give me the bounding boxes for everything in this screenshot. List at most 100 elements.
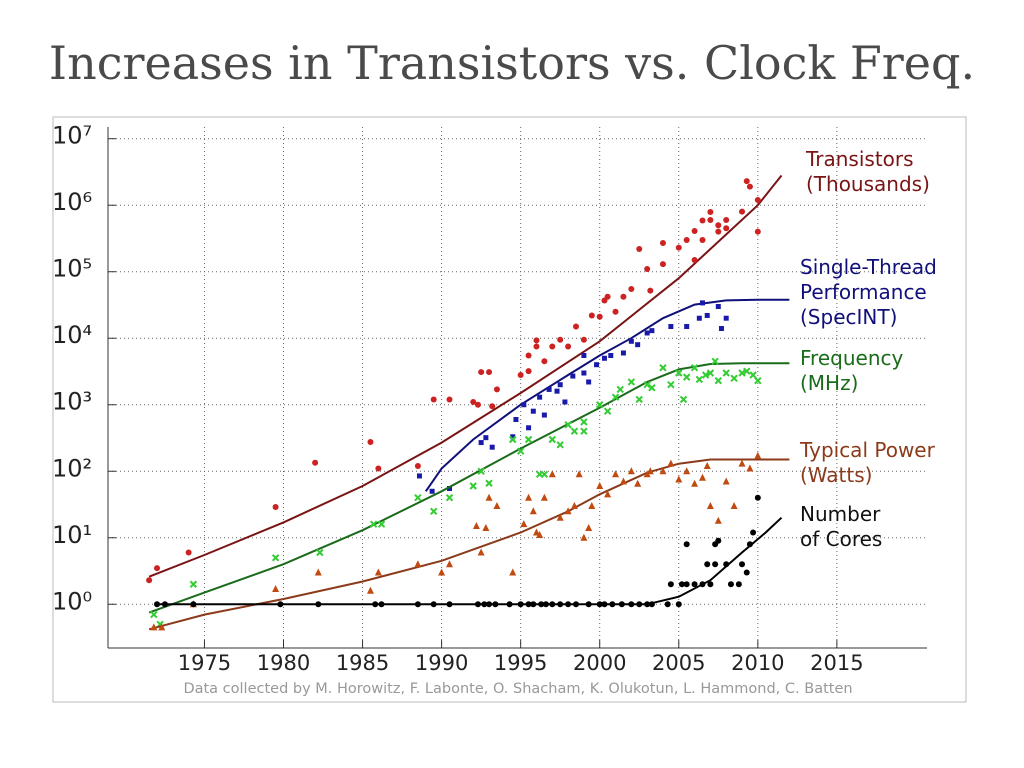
data-point bbox=[472, 522, 480, 530]
data-point bbox=[620, 350, 626, 356]
data-point bbox=[714, 376, 723, 385]
data-point bbox=[481, 601, 488, 608]
data-point bbox=[154, 565, 161, 572]
data-point bbox=[540, 470, 549, 479]
x-tick-label: 1995 bbox=[494, 651, 547, 675]
data-point bbox=[564, 421, 572, 429]
data-point bbox=[743, 178, 750, 185]
data-point bbox=[586, 379, 592, 385]
data-point bbox=[715, 228, 722, 235]
data-point bbox=[524, 435, 533, 444]
data-point bbox=[754, 228, 761, 235]
data-point bbox=[314, 568, 322, 576]
data-point bbox=[696, 315, 702, 321]
footnote: Data collected by M. Horowitz, F. Labont… bbox=[183, 681, 852, 697]
data-point bbox=[647, 287, 654, 294]
data-point bbox=[271, 554, 280, 562]
data-point bbox=[704, 561, 711, 568]
data-point bbox=[682, 373, 691, 381]
data-point bbox=[707, 581, 714, 588]
data-point bbox=[604, 490, 612, 498]
data-point bbox=[668, 324, 674, 330]
data-point bbox=[530, 408, 536, 414]
data-point bbox=[699, 300, 705, 306]
data-point bbox=[695, 375, 704, 384]
data-point bbox=[730, 502, 738, 510]
data-point bbox=[679, 395, 688, 404]
data-point bbox=[635, 395, 643, 404]
data-point bbox=[754, 494, 761, 501]
data-point bbox=[540, 493, 548, 501]
data-point bbox=[675, 369, 683, 377]
data-point bbox=[520, 520, 528, 528]
data-point bbox=[414, 462, 421, 469]
data-point bbox=[730, 374, 738, 382]
data-point bbox=[723, 315, 729, 321]
data-point bbox=[185, 549, 192, 556]
data-point bbox=[272, 584, 280, 592]
data-point bbox=[581, 370, 587, 376]
data-point bbox=[573, 323, 579, 330]
data-point bbox=[516, 447, 525, 455]
data-point bbox=[667, 459, 675, 467]
data-point bbox=[529, 507, 537, 515]
data-point bbox=[570, 373, 576, 379]
data-point bbox=[754, 451, 762, 459]
data-point bbox=[712, 561, 719, 568]
data-point bbox=[667, 381, 675, 389]
data-point bbox=[723, 216, 730, 223]
trend-line bbox=[157, 516, 783, 606]
data-point bbox=[609, 601, 616, 608]
data-point bbox=[627, 467, 635, 475]
series-label: Transistors (Thousands) bbox=[806, 147, 930, 196]
series-label: Single-Thread Performance (SpecINT) bbox=[800, 255, 937, 329]
data-point bbox=[727, 581, 734, 588]
data-point bbox=[485, 493, 493, 501]
data-point bbox=[675, 601, 682, 608]
data-point bbox=[644, 601, 651, 608]
data-point bbox=[678, 581, 685, 588]
data-point bbox=[581, 353, 587, 359]
data-point bbox=[506, 601, 513, 608]
data-point bbox=[575, 470, 583, 478]
data-point bbox=[691, 227, 698, 234]
data-point bbox=[489, 403, 496, 410]
data-point bbox=[675, 475, 683, 483]
y-tick-label: 10⁷ bbox=[52, 122, 92, 150]
series-label: Frequency (MHz) bbox=[800, 346, 904, 395]
data-point bbox=[664, 601, 671, 608]
data-point bbox=[738, 459, 746, 467]
data-point bbox=[489, 444, 495, 450]
data-point bbox=[478, 440, 484, 446]
data-point bbox=[683, 581, 690, 588]
data-point bbox=[509, 435, 517, 444]
data-point bbox=[548, 435, 556, 444]
data-point bbox=[596, 401, 604, 409]
data-point bbox=[699, 581, 706, 588]
data-point bbox=[557, 336, 564, 343]
data-point bbox=[312, 459, 319, 466]
data-point bbox=[486, 601, 493, 608]
data-point bbox=[414, 601, 421, 608]
data-point bbox=[565, 601, 572, 608]
data-point bbox=[628, 601, 635, 608]
data-point bbox=[372, 601, 379, 608]
data-point bbox=[526, 425, 532, 431]
data-point bbox=[533, 343, 540, 350]
chart-frame bbox=[52, 116, 967, 703]
data-point bbox=[277, 601, 284, 608]
data-point bbox=[570, 502, 578, 510]
data-point bbox=[549, 343, 556, 350]
data-point bbox=[509, 568, 517, 576]
data-point bbox=[684, 324, 690, 330]
data-point bbox=[699, 236, 706, 243]
data-point bbox=[746, 183, 753, 190]
data-point bbox=[541, 412, 547, 418]
data-point bbox=[315, 601, 322, 608]
data-point bbox=[643, 381, 651, 389]
x-tick-label: 2000 bbox=[573, 651, 626, 675]
data-point bbox=[683, 541, 690, 548]
trend-line bbox=[148, 362, 790, 614]
data-point bbox=[675, 244, 682, 251]
